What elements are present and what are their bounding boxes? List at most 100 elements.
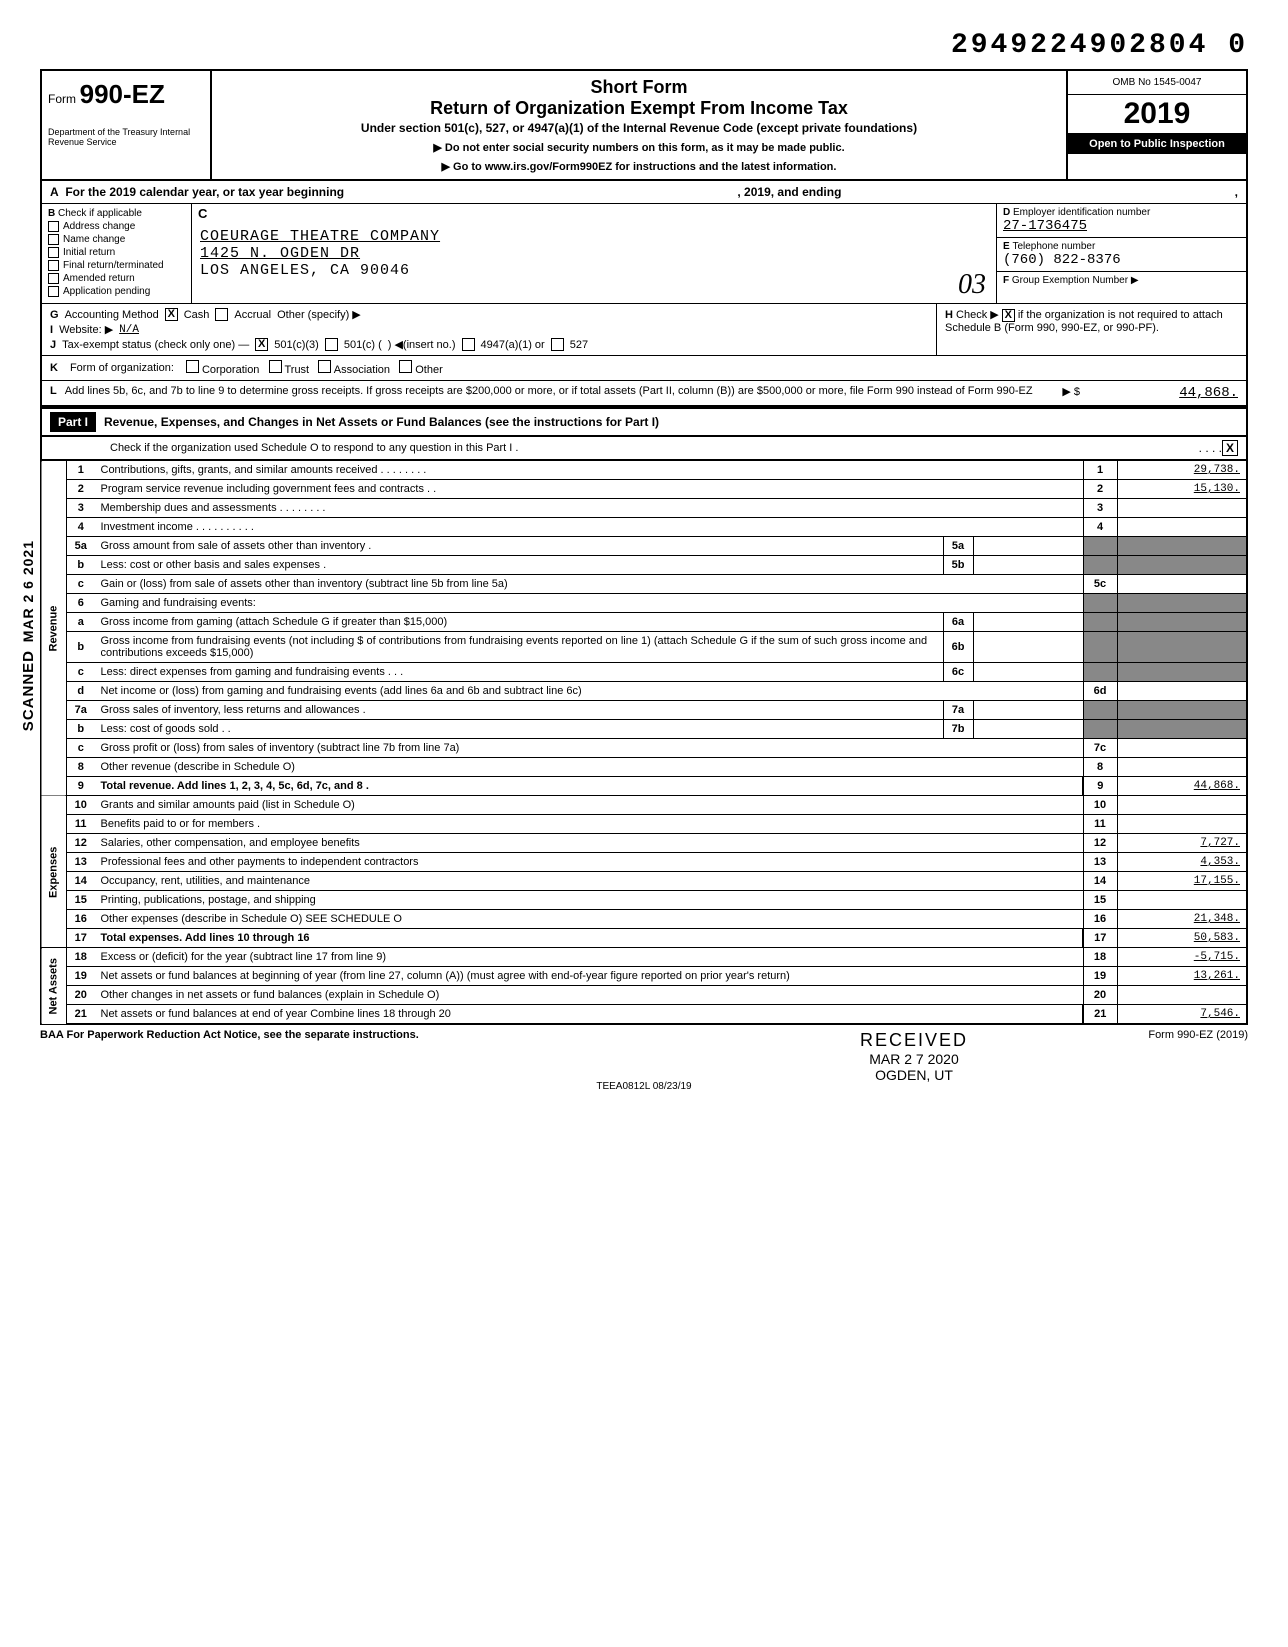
k-text: Form of organization: (70, 362, 174, 374)
4947-checkbox[interactable] (462, 338, 475, 351)
form-number: 990-EZ (80, 79, 165, 109)
lines-table: Revenue1Contributions, gifts, grants, an… (40, 461, 1248, 1025)
checkbox[interactable] (48, 286, 59, 297)
i-label: I (50, 324, 53, 336)
right-line-num: 12 (1083, 834, 1117, 853)
org-type-checkbox[interactable] (186, 360, 199, 373)
line-amount (1117, 632, 1247, 663)
org-name: COEURAGE THEATRE COMPANY (200, 228, 988, 245)
part1-sub-row: Check if the organization used Schedule … (40, 437, 1248, 461)
sched-b-checkbox[interactable]: X (1002, 309, 1015, 322)
cash-checkbox[interactable]: X (165, 308, 178, 321)
table-row: 13Professional fees and other payments t… (41, 853, 1247, 872)
line-number: 9 (67, 777, 95, 796)
table-row: bLess: cost of goods sold . .7b (41, 720, 1247, 739)
footer-mid: TEEA0812L 08/23/19 (40, 1081, 1248, 1092)
501c3-label: 501(c)(3) (274, 339, 319, 351)
line-amount (1117, 556, 1247, 575)
check-label: Application pending (63, 286, 150, 297)
table-row: Expenses10Grants and similar amounts pai… (41, 796, 1247, 815)
line-amount (1117, 613, 1247, 632)
checkbox[interactable] (48, 273, 59, 284)
header-left: Form 990-EZ Department of the Treasury I… (42, 71, 212, 179)
check-item: Final return/terminated (48, 260, 185, 271)
table-row: bGross income from fundraising events (n… (41, 632, 1247, 663)
org-type-label: Corporation (202, 364, 259, 376)
mid-line-val (973, 701, 1083, 720)
row-l: L Add lines 5b, 6c, and 7b to line 9 to … (40, 381, 1248, 407)
check-item: Application pending (48, 286, 185, 297)
table-row: 17Total expenses. Add lines 10 through 1… (41, 929, 1247, 948)
table-row: 2Program service revenue including gover… (41, 480, 1247, 499)
accrual-checkbox[interactable] (215, 308, 228, 321)
header-right: OMB No 1545-0047 2019 Open to Public Ins… (1066, 71, 1246, 179)
line-amount (1117, 518, 1247, 537)
line-desc: Salaries, other compensation, and employ… (95, 834, 1084, 853)
line-amount: -5,715. (1117, 948, 1247, 967)
line-desc: Program service revenue including govern… (95, 480, 1084, 499)
right-line-num (1083, 556, 1117, 575)
line-desc: Other revenue (describe in Schedule O) (95, 758, 1084, 777)
org-type-checkbox[interactable] (318, 360, 331, 373)
scanned-stamp: SCANNED (20, 650, 37, 731)
checkbox[interactable] (48, 247, 59, 258)
b-label: B (48, 208, 55, 219)
footer-left: BAA For Paperwork Reduction Act Notice, … (40, 1029, 419, 1041)
501c3-checkbox[interactable]: X (255, 338, 268, 351)
check-item: Amended return (48, 273, 185, 284)
table-row: Revenue1Contributions, gifts, grants, an… (41, 461, 1247, 480)
line-number: 20 (67, 986, 95, 1005)
table-row: 7aGross sales of inventory, less returns… (41, 701, 1247, 720)
501c-label: 501(c) ( (344, 339, 382, 351)
line-desc: Gross income from fundraising events (no… (95, 632, 944, 663)
l-arrow: ▶ $ (1062, 385, 1080, 401)
hand-03: 03 (958, 269, 986, 301)
line-number: 2 (67, 480, 95, 499)
checkbox[interactable] (48, 260, 59, 271)
tax-year: 2019 (1068, 95, 1246, 134)
checkbox[interactable] (48, 221, 59, 232)
line-number: 12 (67, 834, 95, 853)
org-type-checkbox[interactable] (269, 360, 282, 373)
f-text: Group Exemption Number ▶ (1012, 275, 1139, 286)
line-amount: 29,738. (1117, 461, 1247, 480)
row-k: K Form of organization: Corporation Trus… (40, 356, 1248, 381)
d-text: Employer identification number (1013, 207, 1150, 218)
line-amount (1117, 720, 1247, 739)
line-amount: 17,155. (1117, 872, 1247, 891)
title1: Short Form (222, 77, 1056, 98)
checkbox[interactable] (48, 234, 59, 245)
form-prefix: Form (48, 92, 76, 106)
line-desc: Total revenue. Add lines 1, 2, 3, 4, 5c,… (95, 777, 1084, 796)
j-label: J (50, 339, 56, 351)
line-number: a (67, 613, 95, 632)
org-type-checkbox[interactable] (399, 360, 412, 373)
line-number: b (67, 556, 95, 575)
line-a: A For the 2019 calendar year, or tax yea… (40, 181, 1248, 204)
mid-line-num: 7a (943, 701, 973, 720)
line-desc: Gross sales of inventory, less returns a… (95, 701, 944, 720)
line-desc: Gross amount from sale of assets other t… (95, 537, 944, 556)
line-desc: Excess or (deficit) for the year (subtra… (95, 948, 1084, 967)
mid-line-num: 5a (943, 537, 973, 556)
line-desc: Gaming and fundraising events: (95, 594, 1084, 613)
org-type-label: Other (415, 364, 443, 376)
table-row: 20Other changes in net assets or fund ba… (41, 986, 1247, 1005)
table-row: cGain or (loss) from sale of assets othe… (41, 575, 1247, 594)
a-mid: , 2019, and ending (737, 185, 841, 199)
table-row: 6Gaming and fundraising events: (41, 594, 1247, 613)
501c-checkbox[interactable] (325, 338, 338, 351)
line-amount (1117, 891, 1247, 910)
g-text: Accounting Method (65, 309, 159, 321)
a-end: , (1235, 185, 1238, 199)
line-amount (1117, 537, 1247, 556)
right-line-num (1083, 701, 1117, 720)
right-line-num: 13 (1083, 853, 1117, 872)
right-line-num: 6d (1083, 682, 1117, 701)
527-checkbox[interactable] (551, 338, 564, 351)
check-label: Initial return (63, 247, 115, 258)
sched-o-checkbox[interactable]: X (1222, 440, 1238, 456)
table-row: 3Membership dues and assessments . . . .… (41, 499, 1247, 518)
right-line-num: 14 (1083, 872, 1117, 891)
mid-line-num: 6c (943, 663, 973, 682)
